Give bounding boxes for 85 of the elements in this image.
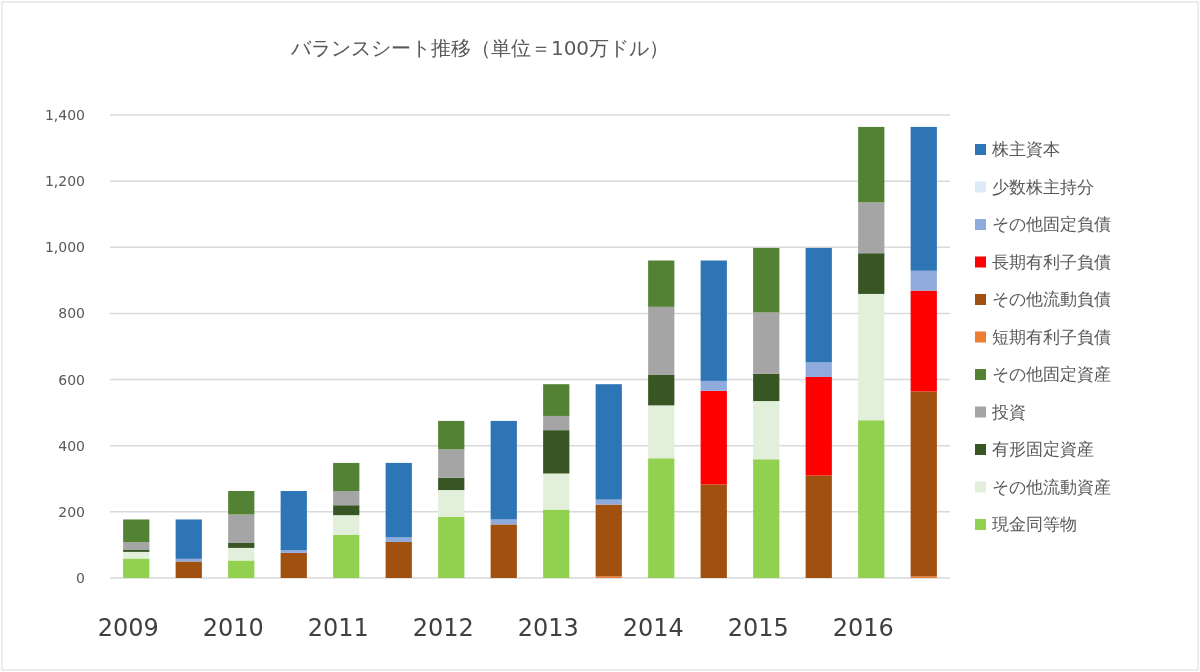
bar <box>175 519 202 559</box>
bar <box>543 473 570 510</box>
bar <box>648 405 675 459</box>
bar <box>438 449 465 478</box>
bar <box>595 384 622 500</box>
bar <box>858 293 885 421</box>
bar <box>753 459 780 578</box>
bar <box>490 420 517 520</box>
bar <box>910 270 937 291</box>
bar <box>228 514 255 543</box>
bar <box>753 373 780 402</box>
bar <box>228 547 255 561</box>
bar <box>753 247 780 313</box>
bar <box>543 415 570 431</box>
bar <box>385 537 412 542</box>
y-tick-label: 1,400 <box>44 107 85 123</box>
x-tick-label: 2015 <box>727 614 789 642</box>
bar <box>648 306 675 375</box>
bar <box>543 509 570 578</box>
bar <box>280 552 307 578</box>
bar <box>595 499 622 505</box>
bar <box>333 534 360 578</box>
x-tick-label: 2014 <box>622 614 684 642</box>
bar <box>648 374 675 406</box>
bar <box>385 541 412 578</box>
bar <box>700 390 727 485</box>
bar <box>753 312 780 374</box>
y-tick-label: 1,200 <box>44 173 85 190</box>
bar <box>910 391 937 577</box>
bar <box>438 490 465 517</box>
bar <box>910 126 937 271</box>
legend-label: 投資 <box>991 401 1026 422</box>
bar <box>805 362 832 377</box>
bar <box>333 505 360 516</box>
x-tick-label: 2016 <box>832 614 894 642</box>
bar <box>123 519 150 543</box>
bar <box>648 260 675 307</box>
bar <box>700 484 727 578</box>
y-tick-label: 200 <box>58 503 85 520</box>
bar <box>858 420 885 578</box>
bar <box>123 558 150 578</box>
y-tick-label: 600 <box>58 371 85 388</box>
x-tick-label: 2010 <box>202 614 264 642</box>
bar <box>648 458 675 578</box>
bar <box>805 247 832 363</box>
bar <box>280 550 307 553</box>
bar <box>858 202 885 254</box>
bar <box>490 524 517 578</box>
bar <box>228 560 255 578</box>
bar <box>805 376 832 476</box>
x-tick-label: 2011 <box>307 614 369 642</box>
bar <box>333 491 360 506</box>
x-tick-label: 2012 <box>412 614 474 642</box>
bar <box>438 516 465 578</box>
bar <box>438 420 465 450</box>
bar <box>595 504 622 577</box>
bar <box>333 515 360 535</box>
x-tick-label: 2013 <box>517 614 579 642</box>
bar <box>858 126 885 203</box>
bar <box>385 462 412 538</box>
y-tick-label: 1,000 <box>44 239 85 256</box>
y-tick-label: 800 <box>58 305 85 322</box>
bar <box>543 430 570 474</box>
bar <box>175 561 202 578</box>
bar <box>123 551 150 559</box>
x-tick-label: 2009 <box>97 614 159 642</box>
bar <box>123 542 150 550</box>
legend-label: 現金同等物 <box>992 514 1077 534</box>
bar <box>438 477 465 491</box>
bar <box>700 260 727 381</box>
legend-label: 株主資本 <box>991 139 1060 159</box>
chart-title: バランスシート推移（単位＝100万ドル） <box>289 36 670 60</box>
bar <box>700 380 727 391</box>
y-tick-label: 0 <box>76 570 85 586</box>
y-tick-label: 400 <box>58 437 85 454</box>
bar <box>490 519 517 525</box>
bar <box>858 253 885 294</box>
bar <box>228 491 255 515</box>
bar <box>280 491 307 551</box>
bar <box>910 290 937 392</box>
bar <box>228 542 255 548</box>
bar <box>333 462 360 492</box>
bar <box>753 401 780 460</box>
bar <box>543 384 570 416</box>
bar <box>805 475 832 578</box>
